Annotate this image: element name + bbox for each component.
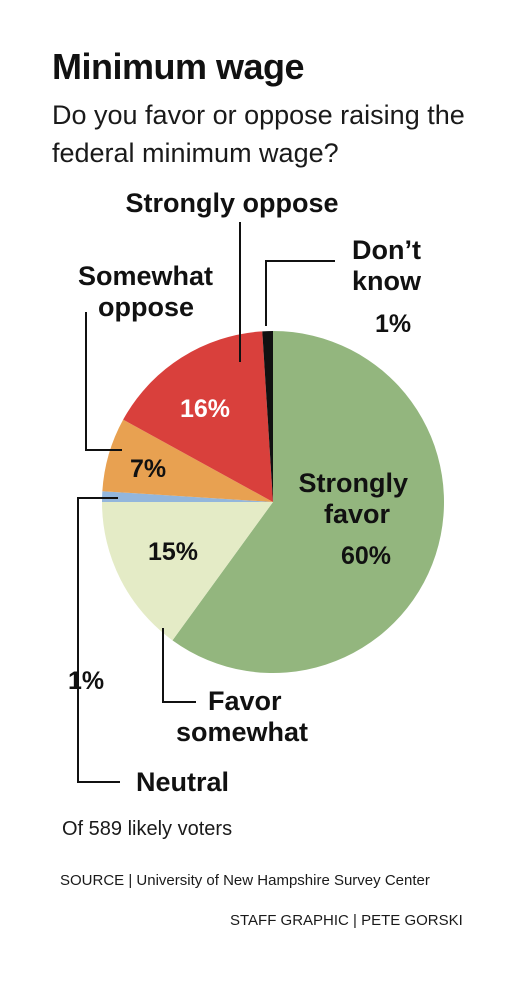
label-somewhat-oppose: Somewhat oppose: [78, 261, 221, 322]
label-somewhat-oppose-line1: Somewhat: [78, 261, 213, 291]
label-favor-somewhat: Favor somewhat: [176, 686, 308, 747]
leader-line-somewhat-oppose: [85, 312, 122, 451]
label-favor-somewhat-line2: somewhat: [176, 717, 308, 747]
value-neutral: 1%: [68, 667, 104, 695]
pie-slice-strongly-favor: [172, 331, 445, 673]
label-dont-know-line1: Don’t: [352, 235, 421, 265]
pie-slice-strongly-oppose: [123, 331, 274, 502]
pie-slices: [102, 331, 445, 673]
pie-slice-somewhat-oppose: [102, 419, 273, 502]
pie-slice-don-t-know: [262, 331, 273, 502]
credit-line: STAFF GRAPHIC | PETE GORSKI: [230, 912, 463, 929]
label-strongly-favor: Strongly favor: [298, 468, 415, 529]
label-somewhat-oppose-line2: oppose: [98, 292, 194, 322]
chart-title: Minimum wage: [52, 46, 305, 87]
value-somewhat-oppose: 7%: [130, 455, 166, 483]
label-strongly-favor-line2: favor: [324, 499, 391, 529]
value-strongly-oppose: 16%: [180, 395, 230, 423]
leader-line-dont-know: [265, 260, 335, 326]
leader-line-favor-somewhat: [162, 628, 196, 703]
value-dont-know: 1%: [375, 310, 411, 338]
label-dont-know-line2: know: [352, 266, 422, 296]
leader-lines: [77, 222, 335, 783]
chart-subtitle: Do you favor or oppose raising the feder…: [52, 100, 465, 168]
label-dont-know: Don’t know: [352, 235, 429, 296]
value-favor-somewhat: 15%: [148, 538, 198, 566]
label-strongly-favor-line1: Strongly: [298, 468, 408, 498]
label-strongly-oppose: Strongly oppose: [125, 188, 338, 218]
pie-slice-favor-somewhat: [102, 502, 273, 641]
value-strongly-favor: 60%: [341, 542, 391, 570]
source-line: SOURCE | University of New Hampshire Sur…: [60, 872, 430, 889]
sample-note: Of 589 likely voters: [62, 818, 233, 840]
leader-line-neutral: [77, 497, 120, 783]
pie-slice-neutral: [102, 491, 273, 502]
label-favor-somewhat-line1: Favor: [208, 686, 282, 716]
label-neutral: Neutral: [136, 767, 229, 797]
